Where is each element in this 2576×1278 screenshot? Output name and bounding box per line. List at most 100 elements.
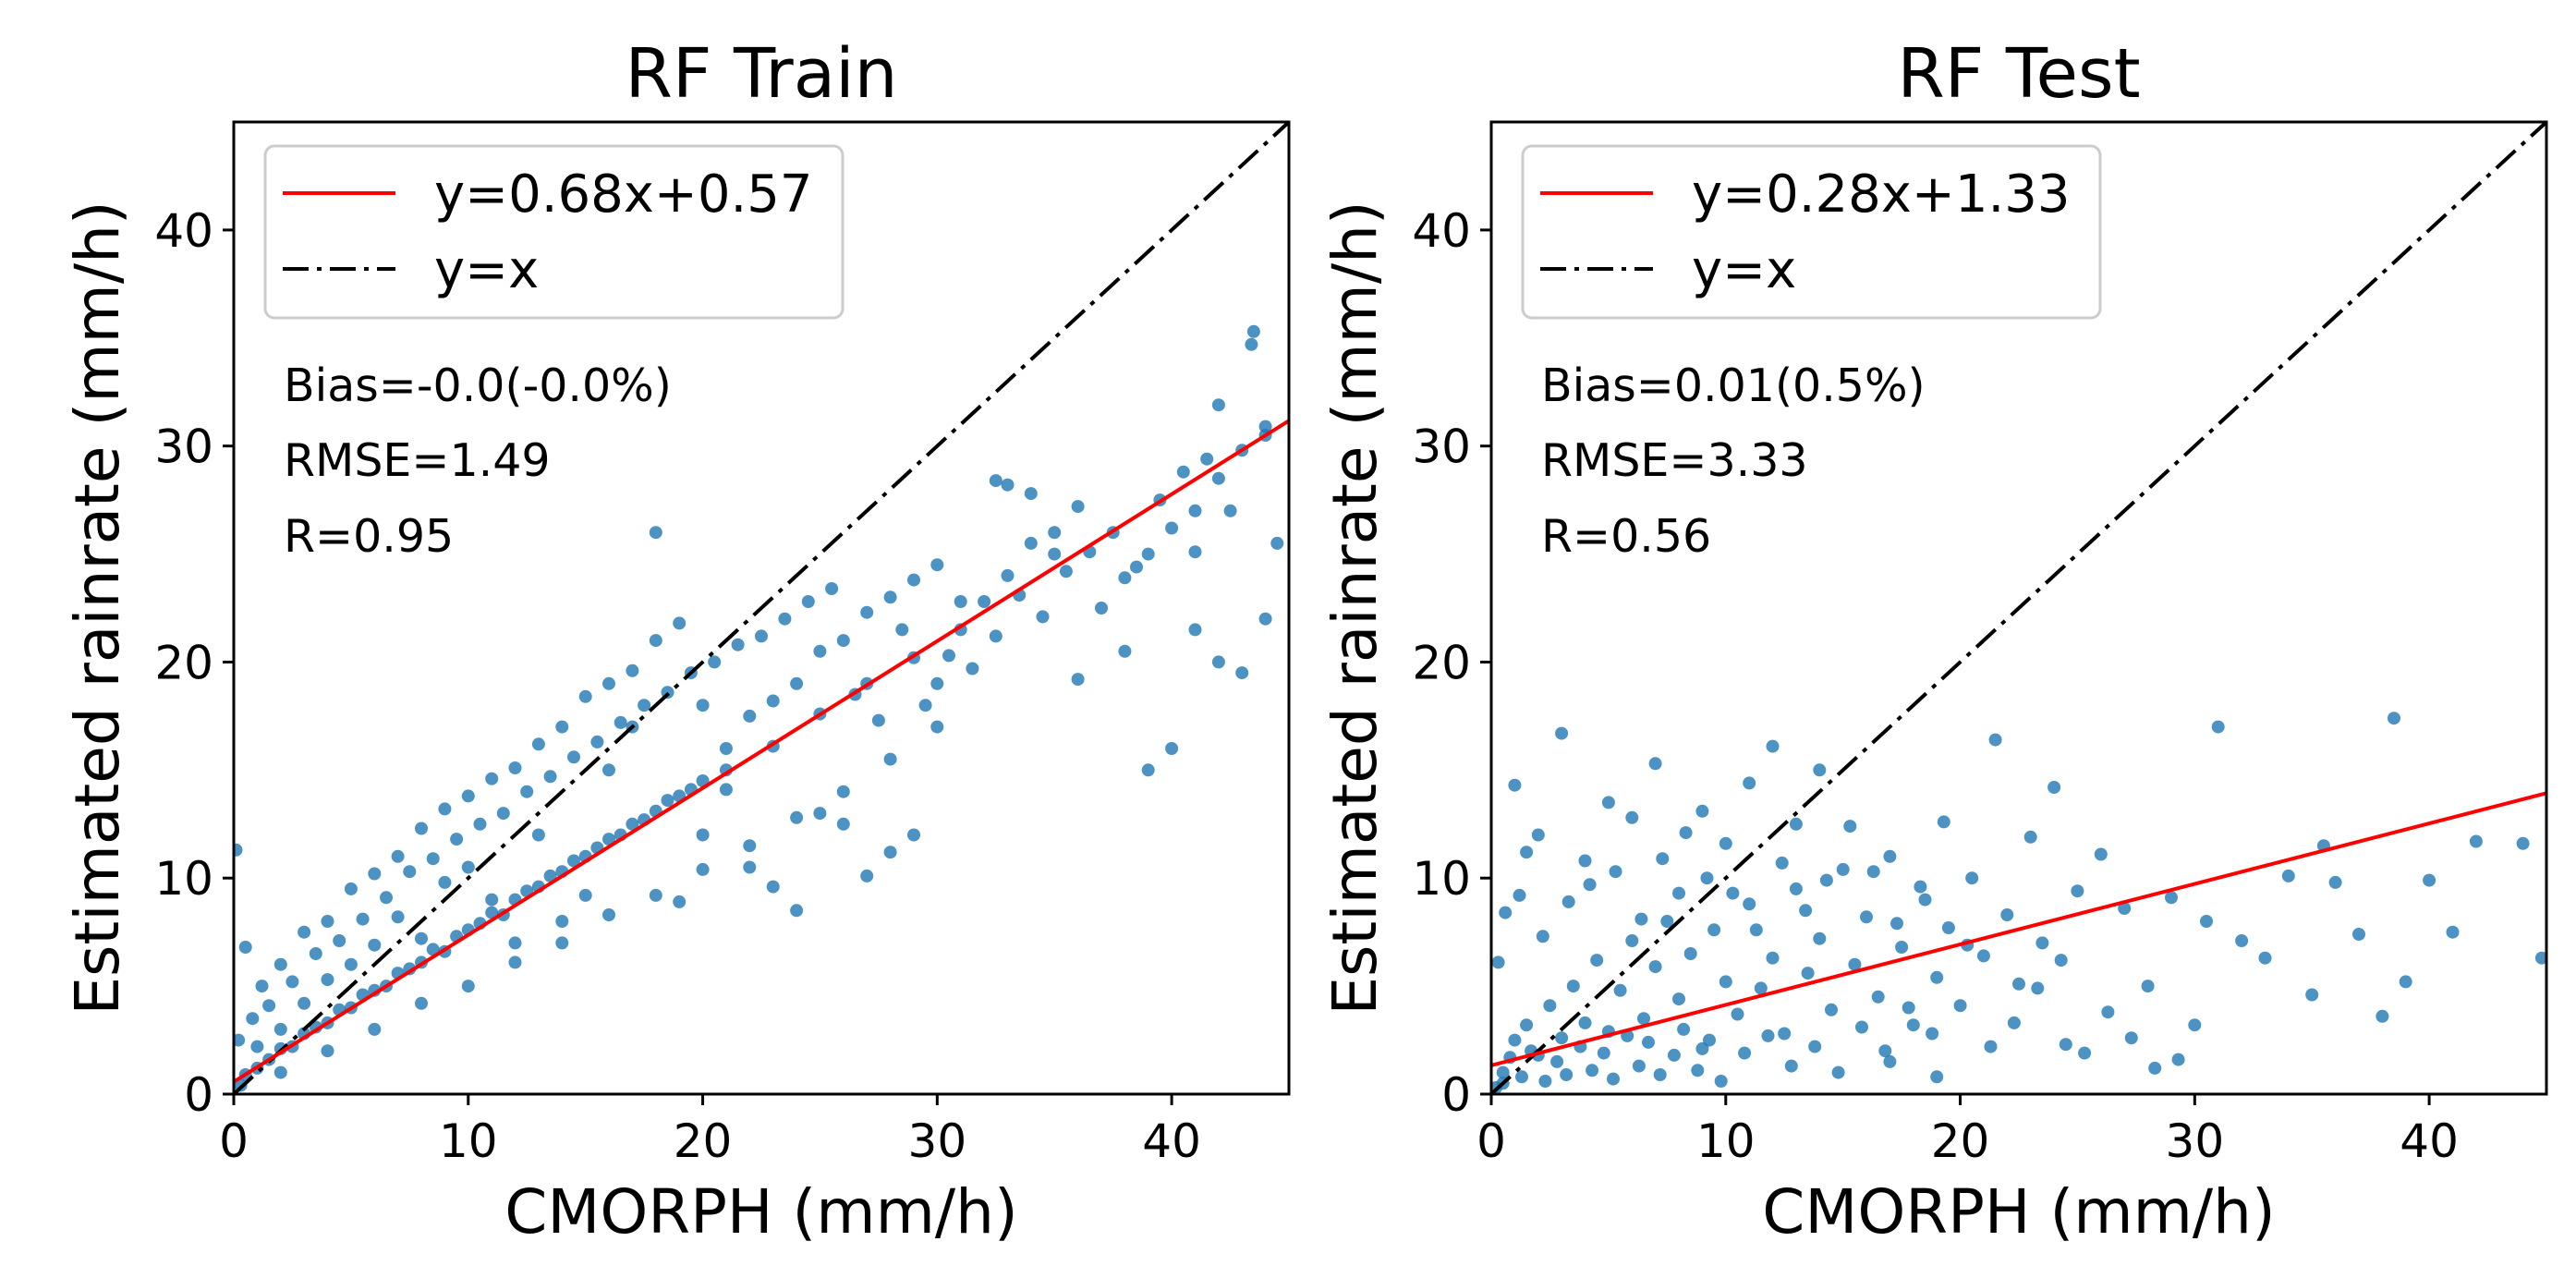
- left-x-ticks: 0 10 20 30 40: [219, 1094, 1201, 1168]
- right-data-point: [1726, 886, 1740, 900]
- left-data-point: [649, 888, 662, 902]
- left-x-tick-label: 40: [1142, 1114, 1201, 1168]
- left-data-point: [1024, 536, 1038, 550]
- right-data-point: [1667, 1048, 1681, 1062]
- left-data-point: [755, 629, 768, 643]
- right-data-point: [1607, 1072, 1620, 1086]
- right-data-point: [1825, 1003, 1838, 1016]
- right-data-point: [1520, 846, 1534, 859]
- right-data-point: [1843, 820, 1857, 834]
- left-legend-fit-label: y=0.68x+0.57: [434, 164, 813, 225]
- left-data-point: [661, 794, 674, 808]
- left-data-point: [1245, 337, 1258, 351]
- left-data-point: [461, 860, 475, 874]
- left-data-point: [743, 709, 757, 723]
- left-data-point: [496, 807, 510, 821]
- left-data-point: [649, 526, 662, 540]
- left-y-tick-label: 20: [154, 636, 213, 689]
- left-data-point: [766, 694, 780, 708]
- left-data-point: [273, 1022, 287, 1036]
- left-data-point: [1118, 571, 1132, 585]
- right-data-point: [1714, 1075, 1728, 1088]
- left-data-point: [871, 713, 885, 727]
- right-data-point: [2101, 1005, 2115, 1019]
- right-x-axis-label: CMORPH (mm/h): [1762, 1176, 2275, 1248]
- right-scatter-points: [1491, 712, 2546, 1094]
- right-data-point: [1609, 865, 1622, 879]
- right-data-point: [1784, 1059, 1798, 1073]
- right-data-point: [1883, 1054, 1897, 1068]
- left-data-point: [555, 720, 569, 734]
- left-legend: y=0.68x+0.57 y=x: [263, 144, 844, 320]
- right-x-ticks: 0 10 20 30 40: [1476, 1094, 2459, 1168]
- left-data-point: [356, 912, 370, 926]
- right-legend-box: [1521, 144, 2102, 320]
- right-data-point: [1778, 1027, 1792, 1041]
- left-data-point: [719, 742, 733, 755]
- right-data-point: [1878, 1044, 1892, 1058]
- left-data-point: [766, 880, 780, 894]
- left-data-point: [508, 936, 522, 950]
- left-data-point: [1059, 565, 1073, 578]
- left-data-point: [1071, 500, 1085, 514]
- right-data-point: [1700, 871, 1714, 885]
- left-data-point: [461, 789, 475, 803]
- right-stat-bias: Bias=0.01(0.5%): [1541, 359, 1926, 412]
- right-data-point: [1491, 955, 1505, 969]
- right-data-point: [1731, 1007, 1744, 1021]
- left-data-point: [930, 720, 944, 734]
- left-data-point: [286, 975, 299, 989]
- right-data-point: [1766, 739, 1780, 753]
- left-data-point: [1270, 536, 1284, 550]
- right-data-point: [1754, 981, 1768, 995]
- right-data-point: [2388, 712, 2400, 725]
- right-data-point: [1902, 1001, 1915, 1015]
- left-data-point: [246, 1012, 260, 1026]
- left-data-point: [778, 612, 792, 626]
- left-data-point: [1258, 420, 1272, 433]
- left-data-point: [1165, 742, 1179, 755]
- left-data-point: [883, 590, 897, 604]
- left-data-point: [238, 941, 252, 954]
- right-data-point: [1632, 1059, 1646, 1073]
- right-data-point: [1743, 897, 1756, 911]
- left-data-point: [273, 957, 287, 971]
- left-data-point: [813, 807, 827, 821]
- left-data-point: [1141, 763, 1155, 777]
- right-data-point: [1578, 1016, 1592, 1029]
- left-data-point: [234, 1033, 246, 1047]
- left-data-point: [578, 888, 592, 902]
- right-data-point: [2376, 1009, 2389, 1023]
- left-data-point: [895, 623, 909, 637]
- right-data-point: [1937, 815, 1950, 829]
- right-data-point: [1984, 1040, 1998, 1053]
- right-data-point: [2200, 915, 2213, 928]
- left-data-point: [262, 999, 276, 1013]
- right-fit-line: [1491, 791, 2546, 1067]
- right-data-point: [1707, 923, 1721, 937]
- left-data-point: [743, 860, 757, 874]
- left-data-point: [989, 629, 1002, 643]
- right-data-point: [1642, 1035, 1655, 1049]
- right-data-point: [2235, 934, 2249, 947]
- left-data-point: [860, 869, 874, 882]
- left-data-point: [1223, 504, 1237, 517]
- left-data-point: [543, 770, 557, 784]
- left-data-point: [1188, 504, 1202, 517]
- right-data-point: [1819, 873, 1833, 887]
- left-data-point: [555, 915, 569, 928]
- right-y-tick-label: 0: [1441, 1068, 1471, 1122]
- right-data-point: [1831, 1065, 1845, 1079]
- right-data-point: [1637, 1012, 1650, 1026]
- right-data-point: [2124, 1031, 2138, 1045]
- right-data-point: [1918, 893, 1932, 907]
- left-data-point: [883, 846, 897, 859]
- left-x-axis-label: CMORPH (mm/h): [504, 1176, 1017, 1248]
- left-data-point: [250, 1040, 264, 1053]
- right-data-point: [1953, 999, 1967, 1013]
- right-data-point: [1941, 921, 1955, 934]
- left-data-point: [567, 854, 580, 868]
- left-data-point: [555, 936, 569, 950]
- left-data-point: [255, 980, 269, 993]
- right-data-point: [1653, 1068, 1667, 1081]
